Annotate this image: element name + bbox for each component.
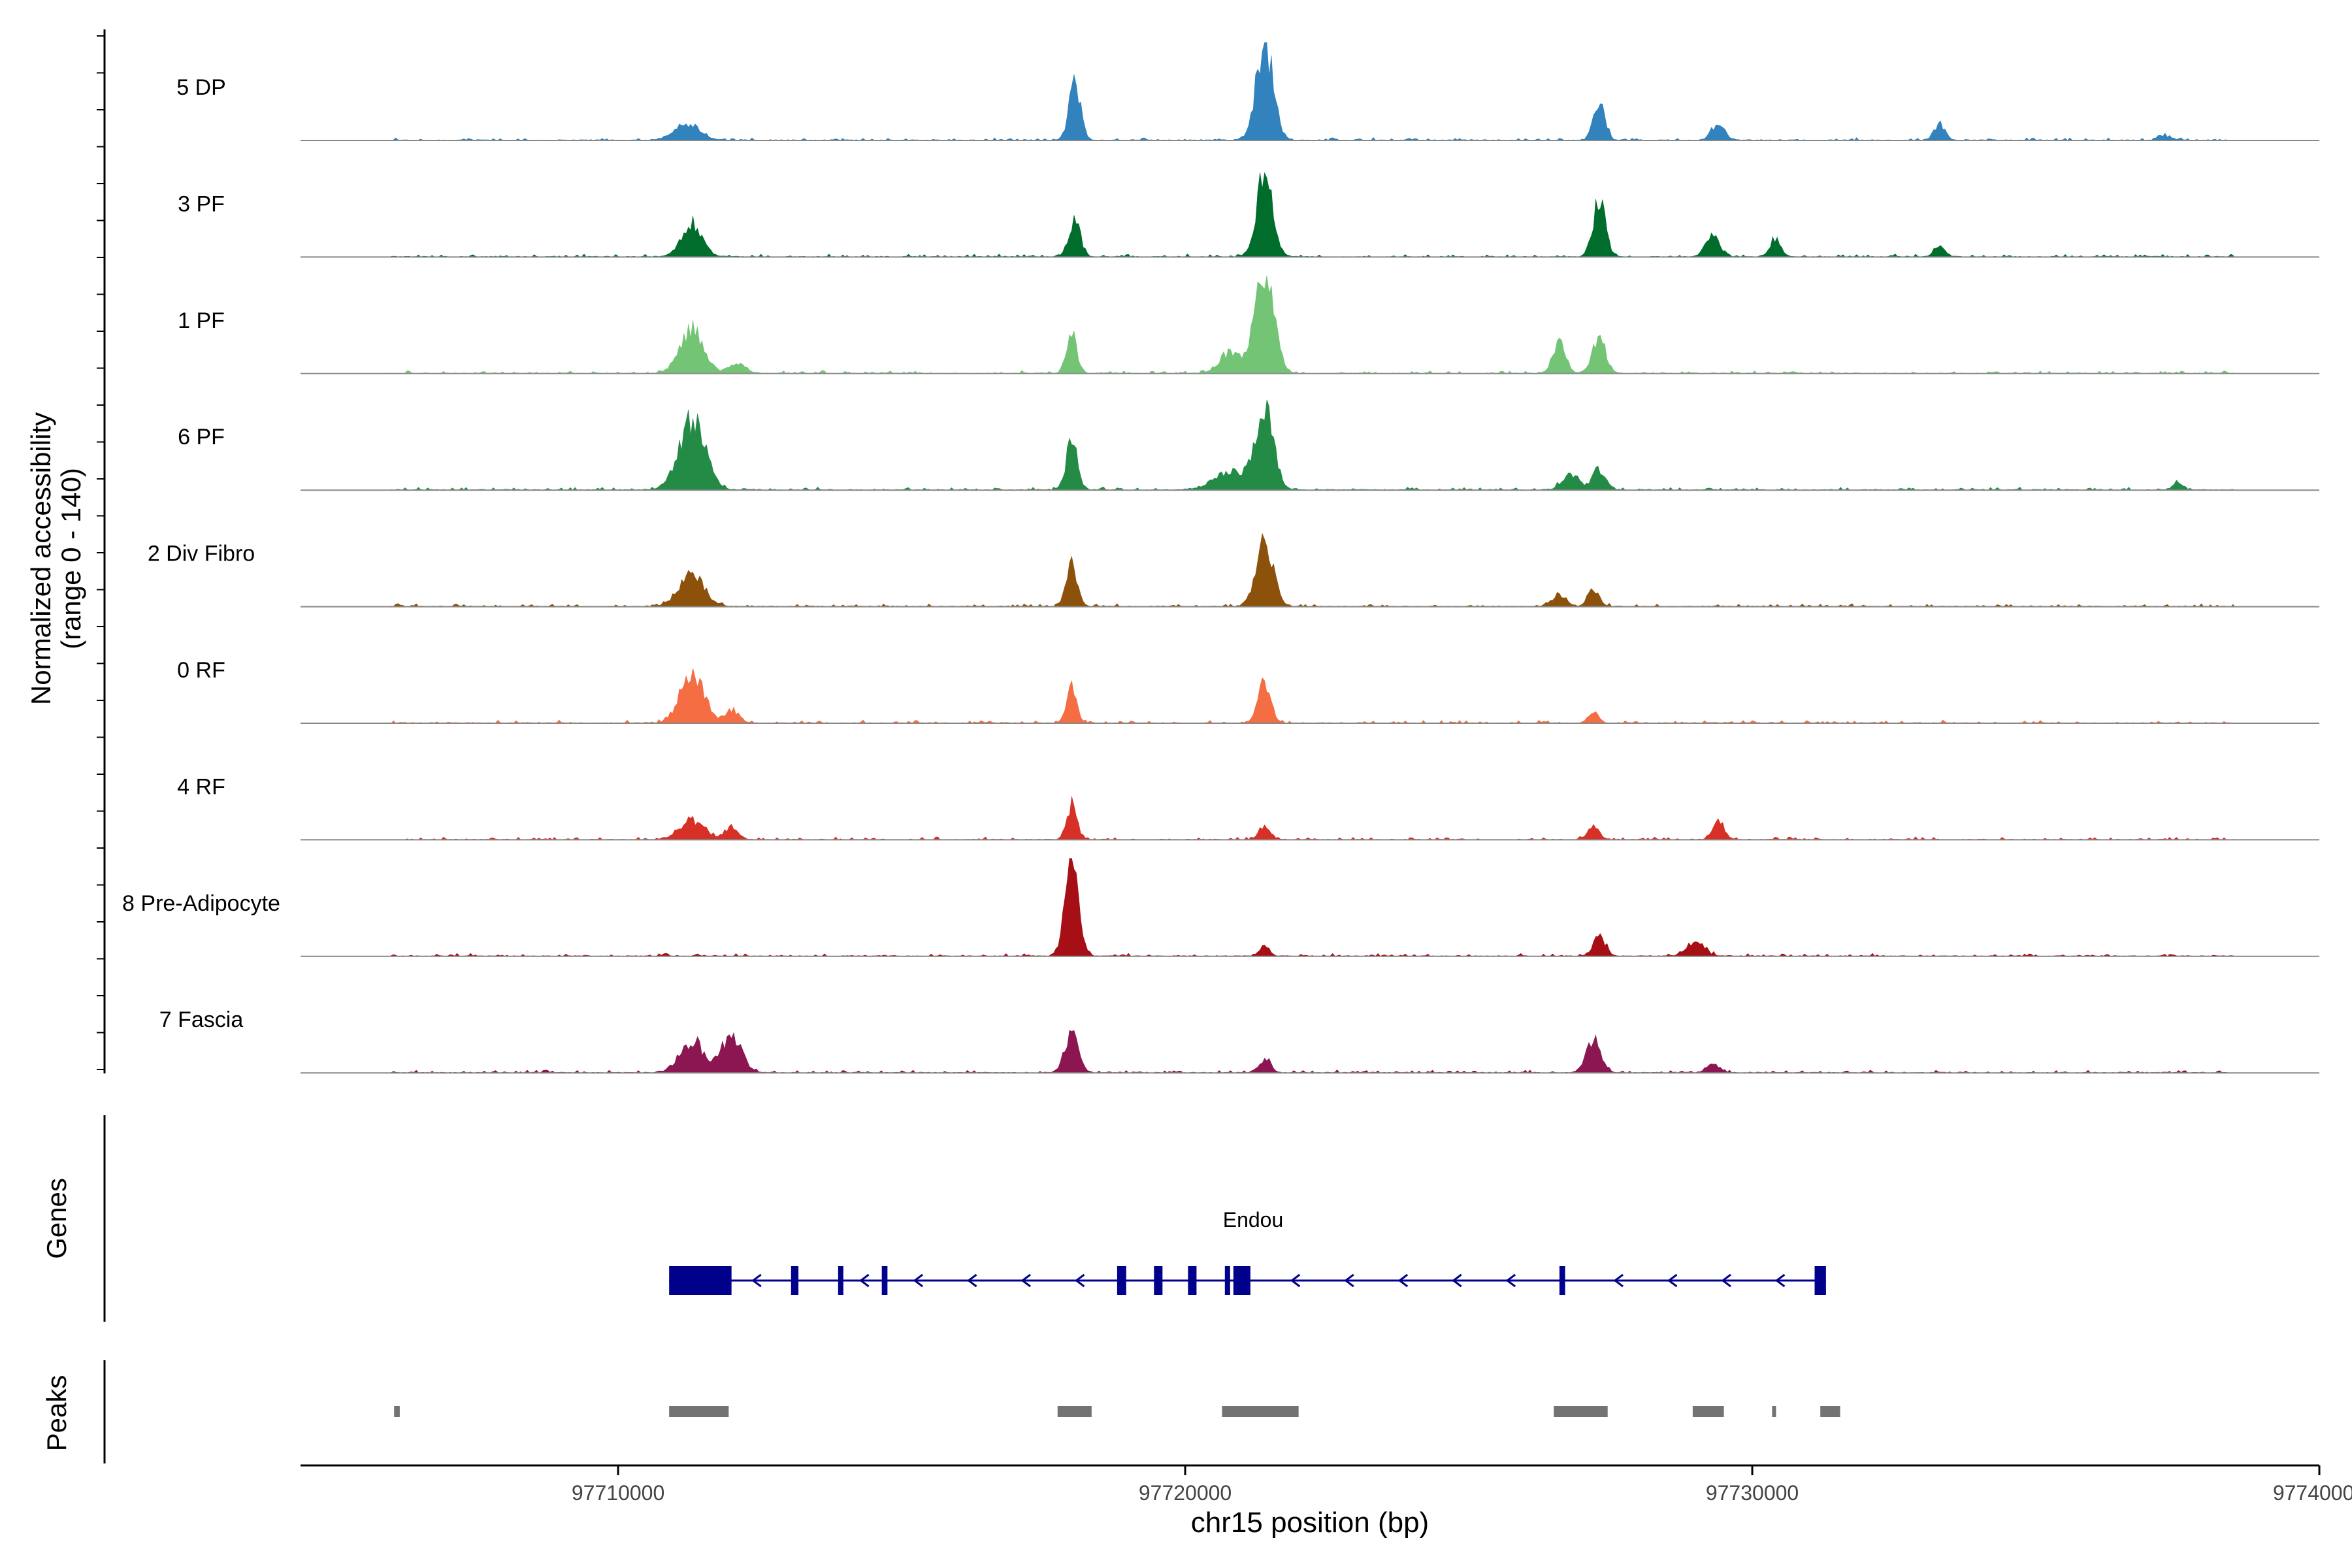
strand-arrow <box>967 1273 977 1288</box>
track-6-pf: 6 PF <box>178 400 2319 491</box>
track-8-pre-adipocyte: 8 Pre-Adipocyte <box>122 858 2319 957</box>
strand-arrow <box>1667 1273 1678 1288</box>
strand-arrow <box>1074 1273 1085 1288</box>
peak-region <box>394 1406 400 1417</box>
x-tick-label: 97710000 <box>572 1481 664 1505</box>
track-0-rf: 0 RF <box>177 658 2319 724</box>
track-label-8-pre-adipocyte: 8 Pre-Adipocyte <box>122 891 280 916</box>
strand-arrow <box>859 1273 870 1288</box>
strand-arrow <box>1290 1273 1301 1288</box>
y-axis-label: Normalized accessibility <box>25 412 56 705</box>
track-label-2-div-fibro: 2 Div Fibro <box>148 542 255 566</box>
coverage-area-4-rf <box>391 796 2235 840</box>
peak-region <box>1222 1406 1299 1417</box>
x-tick-label: 97720000 <box>1139 1481 1232 1505</box>
coverage-area-0-rf <box>391 668 2234 724</box>
gene-exon <box>1154 1266 1163 1295</box>
peaks-axis-label: Peaks <box>41 1375 72 1452</box>
gene-exon <box>1559 1266 1565 1295</box>
track-3-pf: 3 PF <box>178 172 2319 258</box>
gene-exon <box>1188 1266 1197 1295</box>
strand-arrow <box>1721 1273 1731 1288</box>
peak-region <box>1554 1406 1608 1417</box>
gene-exon <box>791 1266 799 1295</box>
coverage-tracks: 5 DP 3 PF 1 PF 6 PF 2 Div Fibro 0 RF 4 RF 8 Pre… <box>97 29 2319 1074</box>
coverage-area-3-pf <box>391 172 2235 257</box>
track-label-6-pf: 6 PF <box>178 425 225 449</box>
track-5-dp: 5 DP <box>176 42 2319 141</box>
genes-axis-label: Genes <box>41 1178 72 1259</box>
peak-region <box>1057 1406 1092 1417</box>
coverage-area-2-div-fibro <box>391 532 2235 607</box>
track-7-fascia: 7 Fascia <box>159 1007 2319 1074</box>
strand-arrow <box>1452 1273 1462 1288</box>
gene-exon <box>881 1266 888 1295</box>
strand-arrow <box>1774 1273 1786 1288</box>
peak-region <box>1820 1406 1840 1417</box>
x-tick-label: 97740000 <box>2273 1481 2352 1505</box>
coverage-area-6-pf <box>391 400 2235 491</box>
track-label-4-rf: 4 RF <box>177 774 225 799</box>
gene-exon <box>1117 1266 1126 1295</box>
strand-arrow <box>1021 1273 1031 1288</box>
coverage-area-8-pre-adipocyte <box>391 858 2235 957</box>
peaks-track <box>394 1406 1840 1417</box>
coverage-area-5-dp <box>391 42 2234 141</box>
strand-arrow <box>1613 1273 1624 1288</box>
track-label-5-dp: 5 DP <box>176 75 226 100</box>
track-2-div-fibro: 2 Div Fibro <box>148 532 2319 608</box>
strand-arrow <box>1397 1273 1409 1288</box>
gene-name-label: Endou <box>1223 1208 1284 1232</box>
strand-arrow <box>751 1273 762 1288</box>
gene-track <box>669 1266 1826 1295</box>
coverage-area-7-fascia <box>391 1030 2234 1073</box>
y-axis-label-range: (range 0 - 140) <box>56 468 86 649</box>
x-axis-ticks: 97710000 97720000 97730000 97740000 <box>572 1465 2352 1505</box>
peak-region <box>1692 1406 1724 1417</box>
track-4-rf: 4 RF <box>177 774 2319 841</box>
peak-region <box>669 1406 729 1417</box>
gene-exon <box>838 1266 843 1295</box>
track-label-1-pf: 1 PF <box>178 308 225 333</box>
coverage-area-1-pf <box>391 275 2235 374</box>
x-tick-label: 97730000 <box>1706 1481 1799 1505</box>
track-label-7-fascia: 7 Fascia <box>159 1007 244 1032</box>
gene-exon-large <box>669 1266 732 1295</box>
track-label-0-rf: 0 RF <box>177 658 225 683</box>
strand-arrow <box>1505 1273 1516 1288</box>
strand-arrow <box>1344 1273 1354 1288</box>
track-label-3-pf: 3 PF <box>178 191 225 216</box>
gene-exon <box>1224 1266 1230 1295</box>
track-1-pf: 1 PF <box>178 275 2319 374</box>
gene-exon <box>1814 1266 1826 1295</box>
x-axis-label: chr15 position (bp) <box>1191 1507 1429 1539</box>
strand-arrow <box>913 1273 923 1288</box>
gene-exon <box>1233 1266 1250 1295</box>
peak-region <box>1772 1406 1776 1417</box>
